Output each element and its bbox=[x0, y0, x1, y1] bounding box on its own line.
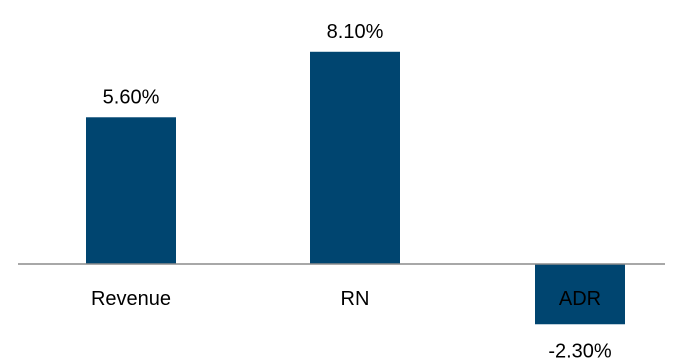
bar-adr bbox=[535, 264, 625, 325]
data-label-rn: 8.10% bbox=[327, 21, 384, 43]
category-label-adr: ADR bbox=[559, 288, 601, 310]
bar-revenue bbox=[86, 117, 176, 264]
data-label-revenue: 5.60% bbox=[103, 86, 160, 108]
category-label-rn: RN bbox=[341, 288, 370, 310]
bar-rn bbox=[310, 51, 400, 264]
category-label-revenue: Revenue bbox=[91, 288, 171, 310]
data-label-adr: -2.30% bbox=[548, 340, 612, 362]
